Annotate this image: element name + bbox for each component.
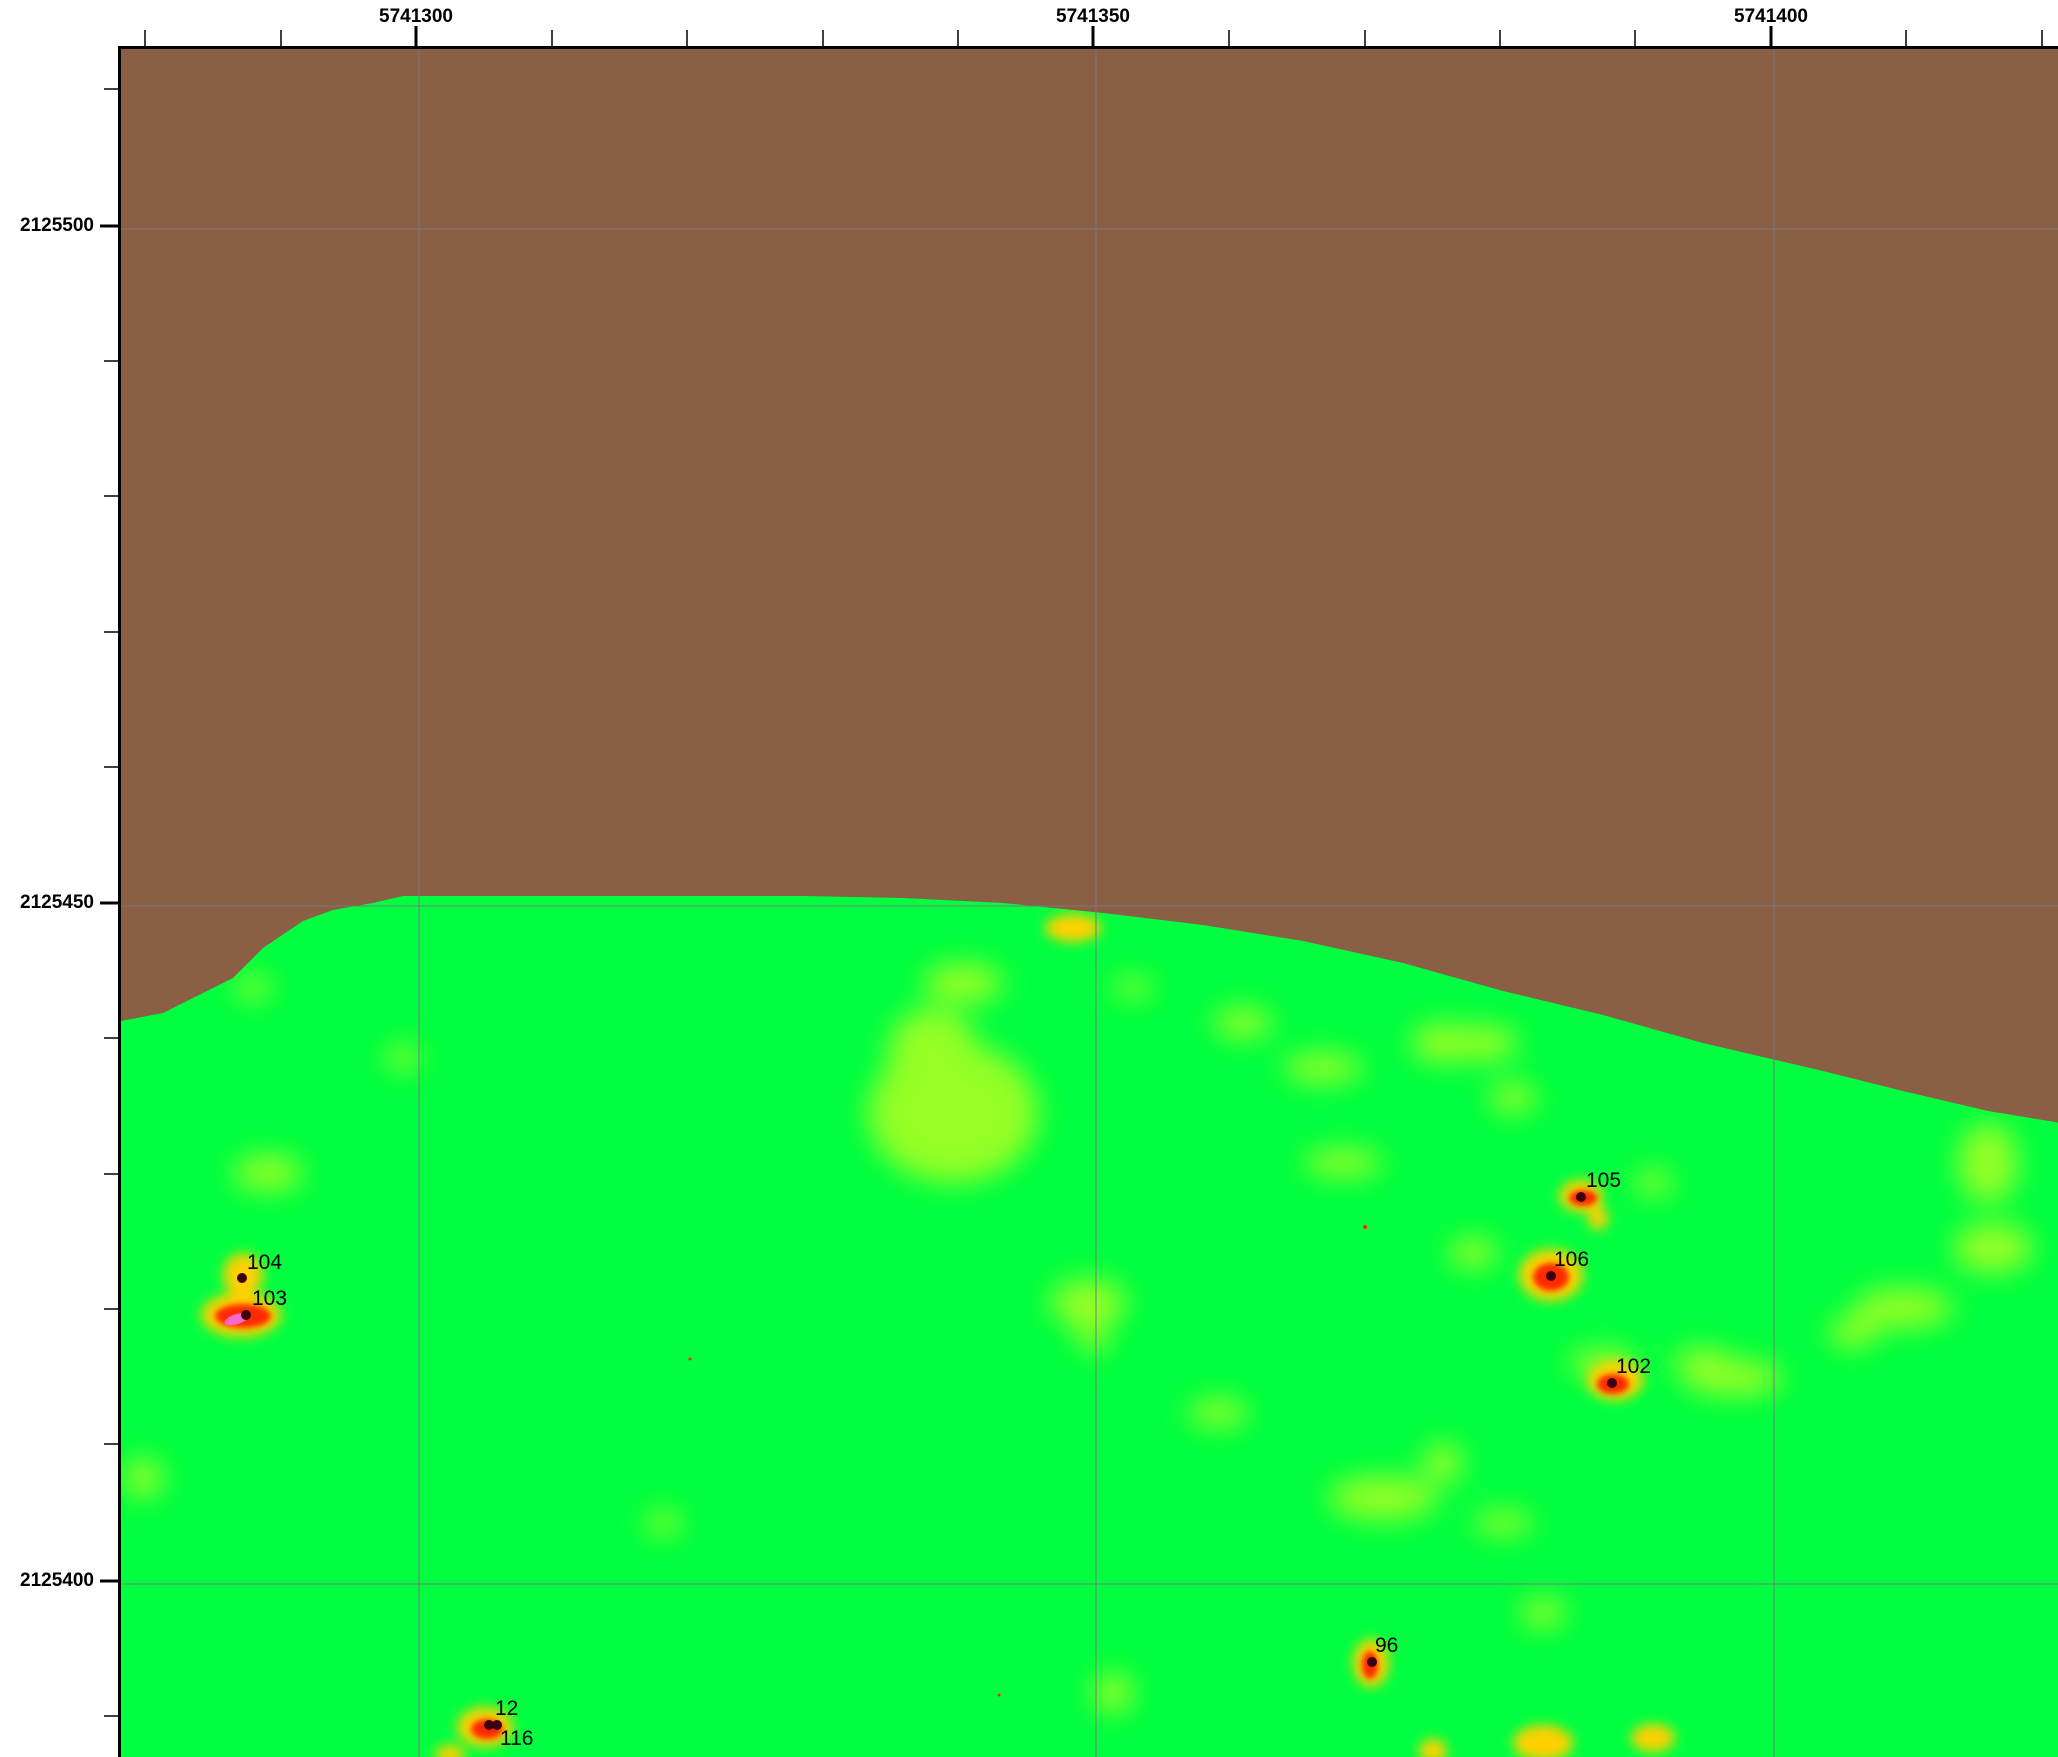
point-label-106: 106 <box>1554 1248 1589 1271</box>
point-label-96: 96 <box>1375 1634 1398 1657</box>
point-marker-102[interactable] <box>1607 1378 1617 1388</box>
point-label-104: 104 <box>247 1251 282 1274</box>
scatter-pixels <box>688 1225 1367 1697</box>
point-marker-12[interactable] <box>484 1720 494 1730</box>
point-marker-103[interactable] <box>241 1310 251 1320</box>
y-tick-label-2125400: 2125400 <box>20 1570 94 1591</box>
no-data-region <box>121 49 2058 1123</box>
heatmap-canvas[interactable]: 105 104 106 103 102 96 12 116 <box>118 46 2058 1757</box>
grid-lines <box>121 49 2058 1757</box>
x-tick-label-5741350: 5741350 <box>1056 6 1130 27</box>
point-label-103: 103 <box>252 1287 287 1310</box>
point-marker-104[interactable] <box>237 1273 247 1283</box>
heatmap-svg: 105 104 106 103 102 96 12 116 <box>121 49 2058 1757</box>
y-tick-label-2125500: 2125500 <box>20 215 94 236</box>
sample-points: 105 104 106 103 102 96 12 116 <box>237 1169 1651 1750</box>
x-tick-label-5741300: 5741300 <box>379 6 453 27</box>
point-marker-106[interactable] <box>1546 1271 1556 1281</box>
medium-value-patches <box>123 963 2033 1713</box>
point-label-105: 105 <box>1586 1169 1621 1192</box>
point-marker-96[interactable] <box>1367 1657 1377 1667</box>
x-tick-label-5741400: 5741400 <box>1734 6 1808 27</box>
y-tick-label-2125450: 2125450 <box>20 892 94 913</box>
point-marker-116[interactable] <box>492 1720 502 1730</box>
point-marker-105[interactable] <box>1576 1192 1586 1202</box>
point-label-12: 12 <box>495 1697 518 1720</box>
point-label-102: 102 <box>1616 1355 1651 1378</box>
point-label-116: 116 <box>500 1727 533 1750</box>
